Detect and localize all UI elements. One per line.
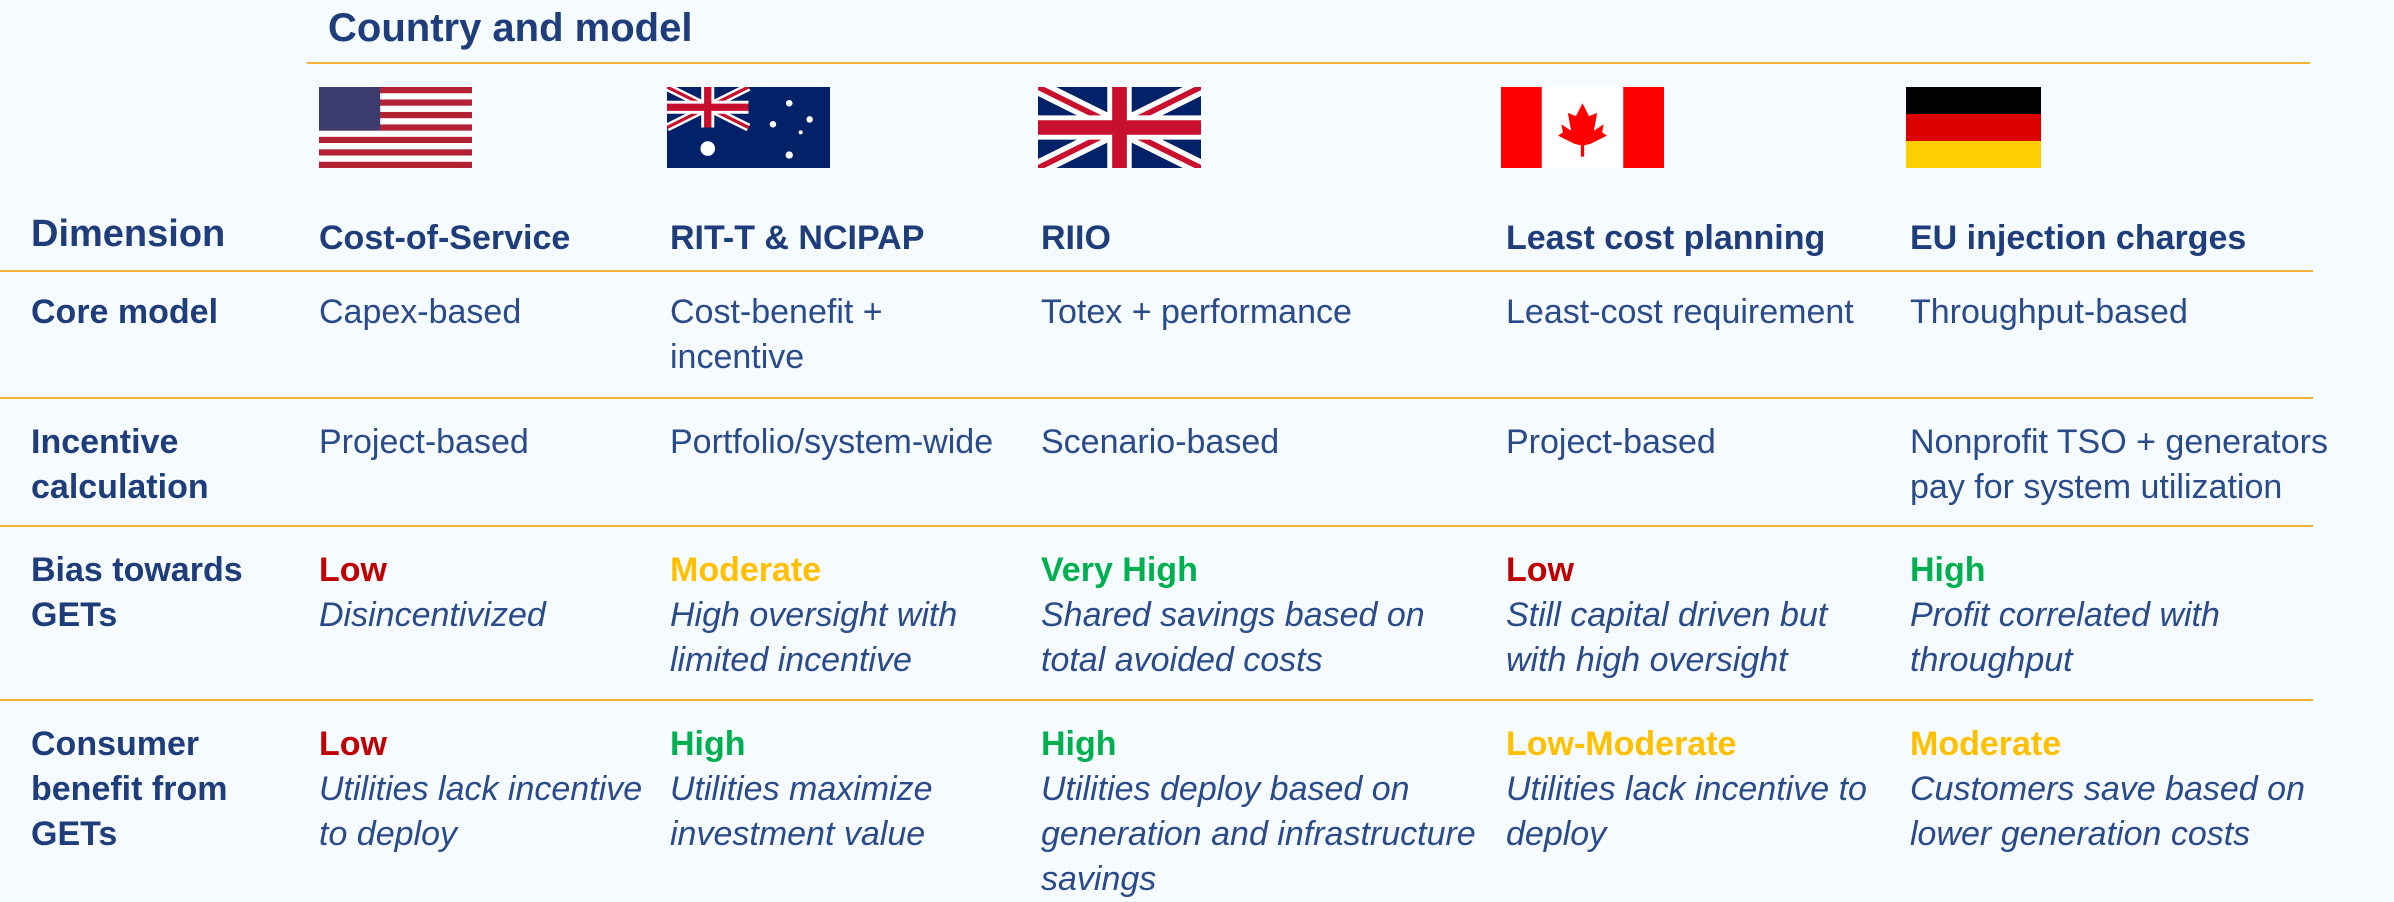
cell: High Utilities deploy based on generation… — [1041, 722, 1481, 902]
cell: Moderate High oversight with limited ince… — [670, 548, 1010, 683]
rating: High — [1910, 551, 1986, 589]
row-label: Incentive calculation — [31, 423, 209, 506]
rating-description: Disincentivized — [319, 596, 546, 634]
cell: High Profit correlated with throughput — [1910, 548, 2380, 683]
flag-uk — [1038, 87, 1201, 168]
flag-germany — [1906, 87, 2041, 168]
rating-description: Still capital driven but with high overs… — [1506, 596, 1828, 679]
row-rule — [0, 270, 2313, 272]
column-header: RIT-T & NCIPAP — [670, 219, 925, 257]
cell-text: Capex-based — [319, 293, 522, 331]
rating: Moderate — [670, 551, 822, 589]
flag-australia — [667, 87, 830, 168]
rating: Low — [1506, 551, 1574, 589]
column-header: Cost-of-Service — [319, 219, 571, 257]
rating-description: High oversight with limited incentive — [670, 596, 958, 679]
row-label: Core model — [31, 293, 219, 331]
cell-text: Project-based — [1506, 423, 1716, 461]
rating: Moderate — [1910, 725, 2062, 763]
cell: Nonprofit TSO + generators pay for syste… — [1910, 420, 2380, 510]
cell-text: Portfolio/system-wide — [670, 423, 994, 461]
cell: Totex + performance — [1041, 290, 1481, 335]
rating-description: Customers save based on lower generation… — [1910, 770, 2305, 853]
cell: Low-Moderate Utilities lack incentive to … — [1506, 722, 1876, 857]
rating: Low — [319, 725, 387, 763]
column-header: Least cost planning — [1506, 219, 1826, 257]
flag-canada — [1501, 87, 1664, 168]
title-rule — [307, 62, 2310, 64]
cell: High Utilities maximize investment value — [670, 722, 1010, 857]
cell: Low Utilities lack incentive to deploy — [319, 722, 649, 857]
cell: Moderate Customers save based on lower ge… — [1910, 722, 2380, 857]
cell-text: Scenario-based — [1041, 423, 1280, 461]
cell-text: Cost-benefit + incentive — [670, 293, 883, 376]
row-label: Consumer benefit from GETs — [31, 725, 228, 853]
row-rule — [0, 397, 2313, 399]
rating: Low — [319, 551, 387, 589]
rating: High — [670, 725, 746, 763]
column-header: EU injection charges — [1910, 219, 2247, 257]
cell: Project-based — [1506, 420, 1876, 465]
cell-text: Totex + performance — [1041, 293, 1352, 331]
rating-description: Utilities deploy based on generation and… — [1041, 770, 1476, 898]
cell: Project-based — [319, 420, 649, 465]
flag-us — [319, 87, 472, 168]
cell: Throughput-based — [1910, 290, 2380, 335]
cell: Portfolio/system-wide — [670, 420, 1010, 465]
cell: Least-cost requirement — [1506, 290, 1876, 335]
cell: Low Still capital driven but with high ov… — [1506, 548, 1876, 683]
row-rule — [0, 699, 2313, 701]
cell: Very High Shared savings based on total a… — [1041, 548, 1481, 683]
dimension-header: Dimension — [31, 213, 226, 255]
column-header: RIIO — [1041, 219, 1111, 257]
title: Country and model — [328, 6, 693, 50]
cell: Low Disincentivized — [319, 548, 649, 638]
cell-text: Least-cost requirement — [1506, 293, 1854, 331]
rating-description: Shared savings based on total avoided co… — [1041, 596, 1425, 679]
rating: High — [1041, 725, 1117, 763]
rating: Very High — [1041, 551, 1198, 589]
rating: Low-Moderate — [1506, 725, 1737, 763]
row-label: Bias towards GETs — [31, 551, 243, 634]
cell-text: Project-based — [319, 423, 529, 461]
cell: Cost-benefit + incentive — [670, 290, 1010, 380]
rating-description: Profit correlated with throughput — [1910, 596, 2220, 679]
cell-text: Nonprofit TSO + generators pay for syste… — [1910, 423, 2328, 506]
cell: Scenario-based — [1041, 420, 1481, 465]
cell: Capex-based — [319, 290, 649, 335]
rating-description: Utilities lack incentive to deploy — [1506, 770, 1867, 853]
rating-description: Utilities lack incentive to deploy — [319, 770, 643, 853]
cell-text: Throughput-based — [1910, 293, 2188, 331]
row-rule — [0, 525, 2313, 527]
rating-description: Utilities maximize investment value — [670, 770, 933, 853]
